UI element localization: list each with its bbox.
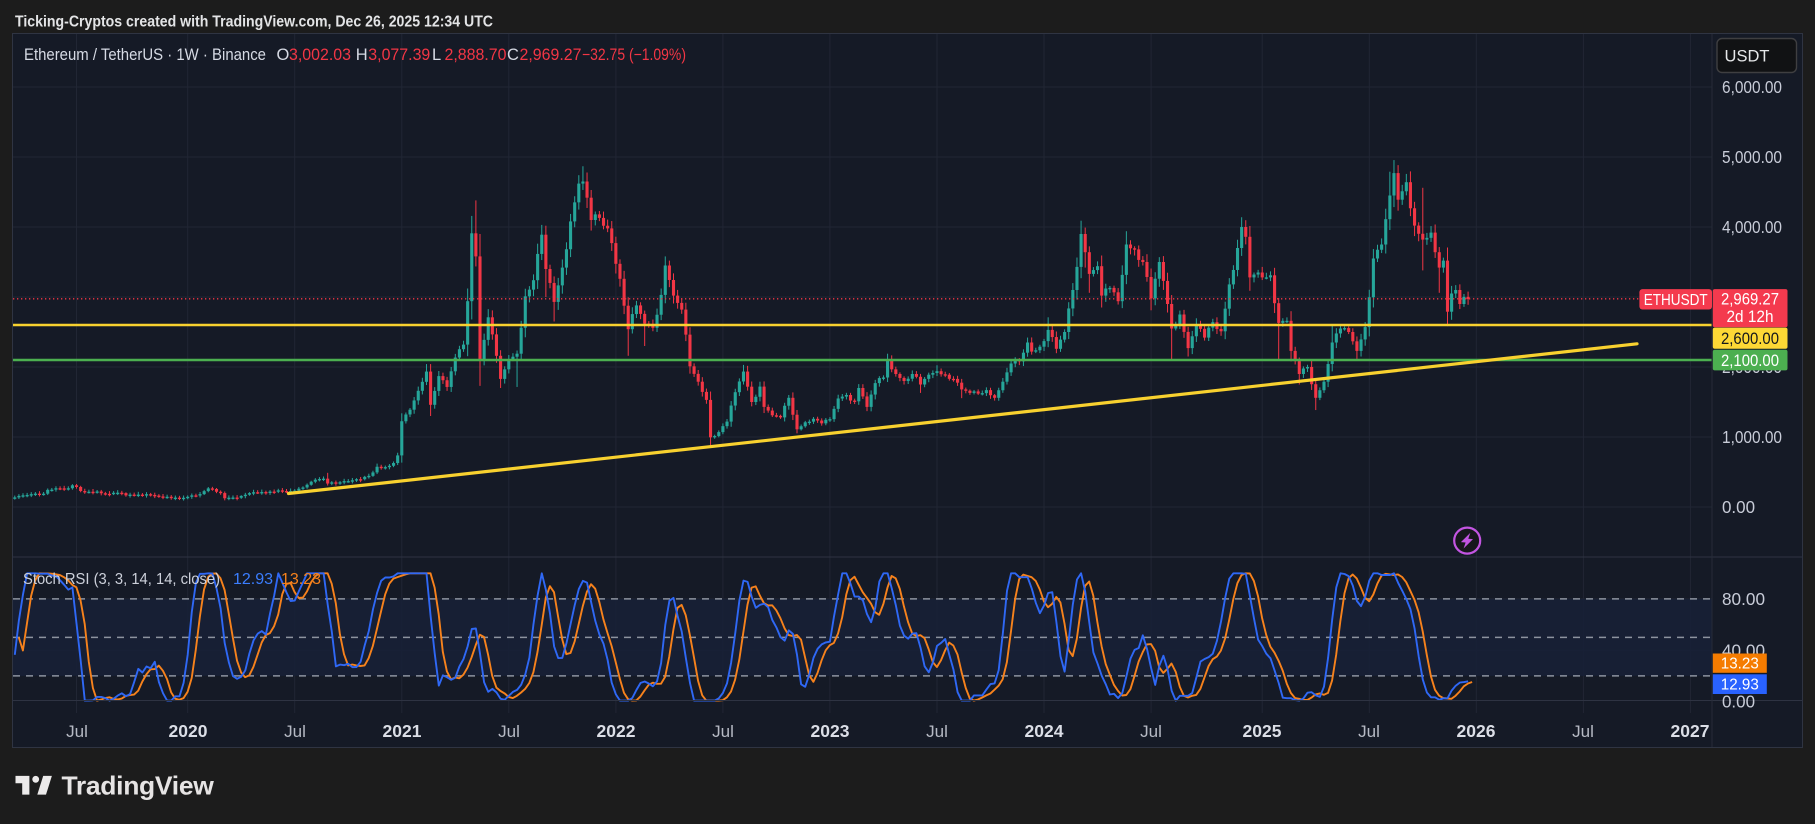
svg-text:H: H	[356, 46, 368, 64]
svg-text:C: C	[507, 46, 519, 64]
svg-text:80.00: 80.00	[1722, 589, 1765, 609]
svg-text:2024: 2024	[1025, 721, 1064, 741]
svg-text:O: O	[277, 46, 290, 64]
svg-text:Ethereum / TetherUS · 1W · Bin: Ethereum / TetherUS · 1W · Binance	[24, 46, 266, 64]
svg-text:6,000.00: 6,000.00	[1722, 77, 1782, 97]
svg-text:12.93: 12.93	[1721, 677, 1759, 694]
svg-text:1,000.00: 1,000.00	[1722, 427, 1782, 447]
svg-text:Jul: Jul	[284, 722, 306, 741]
svg-text:Jul: Jul	[1358, 722, 1380, 741]
svg-text:ETHUSDT: ETHUSDT	[1644, 292, 1708, 309]
svg-text:2026: 2026	[1457, 721, 1496, 741]
svg-text:2027: 2027	[1671, 721, 1710, 741]
svg-text:Jul: Jul	[1572, 722, 1594, 741]
svg-text:2d 12h: 2d 12h	[1727, 308, 1774, 326]
svg-text:5,000.00: 5,000.00	[1722, 147, 1782, 167]
svg-text:0.00: 0.00	[1722, 497, 1755, 517]
svg-text:TradingView: TradingView	[62, 771, 215, 801]
svg-text:2,969.27: 2,969.27	[1721, 291, 1779, 309]
svg-text:2,969.27: 2,969.27	[520, 46, 582, 64]
svg-text:−32.75 (−1.09%): −32.75 (−1.09%)	[582, 46, 686, 64]
svg-text:Jul: Jul	[498, 722, 520, 741]
svg-text:3,002.03: 3,002.03	[289, 46, 351, 64]
svg-text:2020: 2020	[169, 721, 208, 741]
svg-text:Jul: Jul	[66, 722, 88, 741]
svg-text:Jul: Jul	[712, 722, 734, 741]
svg-text:2021: 2021	[383, 721, 422, 741]
svg-text:4,000.00: 4,000.00	[1722, 217, 1782, 237]
svg-text:Jul: Jul	[1140, 722, 1162, 741]
svg-text:Stoch RSI (3, 3, 14, 14, close: Stoch RSI (3, 3, 14, 14, close)	[23, 571, 220, 588]
svg-text:2,888.70: 2,888.70	[445, 46, 507, 64]
svg-text:L: L	[432, 46, 441, 64]
svg-text:2022: 2022	[597, 721, 636, 741]
svg-text:2,100.00: 2,100.00	[1721, 352, 1779, 370]
svg-text:2025: 2025	[1243, 721, 1282, 741]
svg-text:Ticking-Cryptos created with T: Ticking-Cryptos created with TradingView…	[15, 14, 493, 31]
svg-text:13.23: 13.23	[281, 571, 321, 588]
svg-text:2023: 2023	[811, 721, 850, 741]
svg-text:USDT: USDT	[1725, 48, 1770, 66]
svg-text:3,077.39: 3,077.39	[368, 46, 430, 64]
svg-text:0.00: 0.00	[1722, 692, 1755, 712]
svg-text:12.93: 12.93	[233, 571, 273, 588]
svg-text:Jul: Jul	[926, 722, 948, 741]
svg-text:13.23: 13.23	[1721, 656, 1759, 673]
svg-text:2,600.00: 2,600.00	[1721, 330, 1779, 348]
